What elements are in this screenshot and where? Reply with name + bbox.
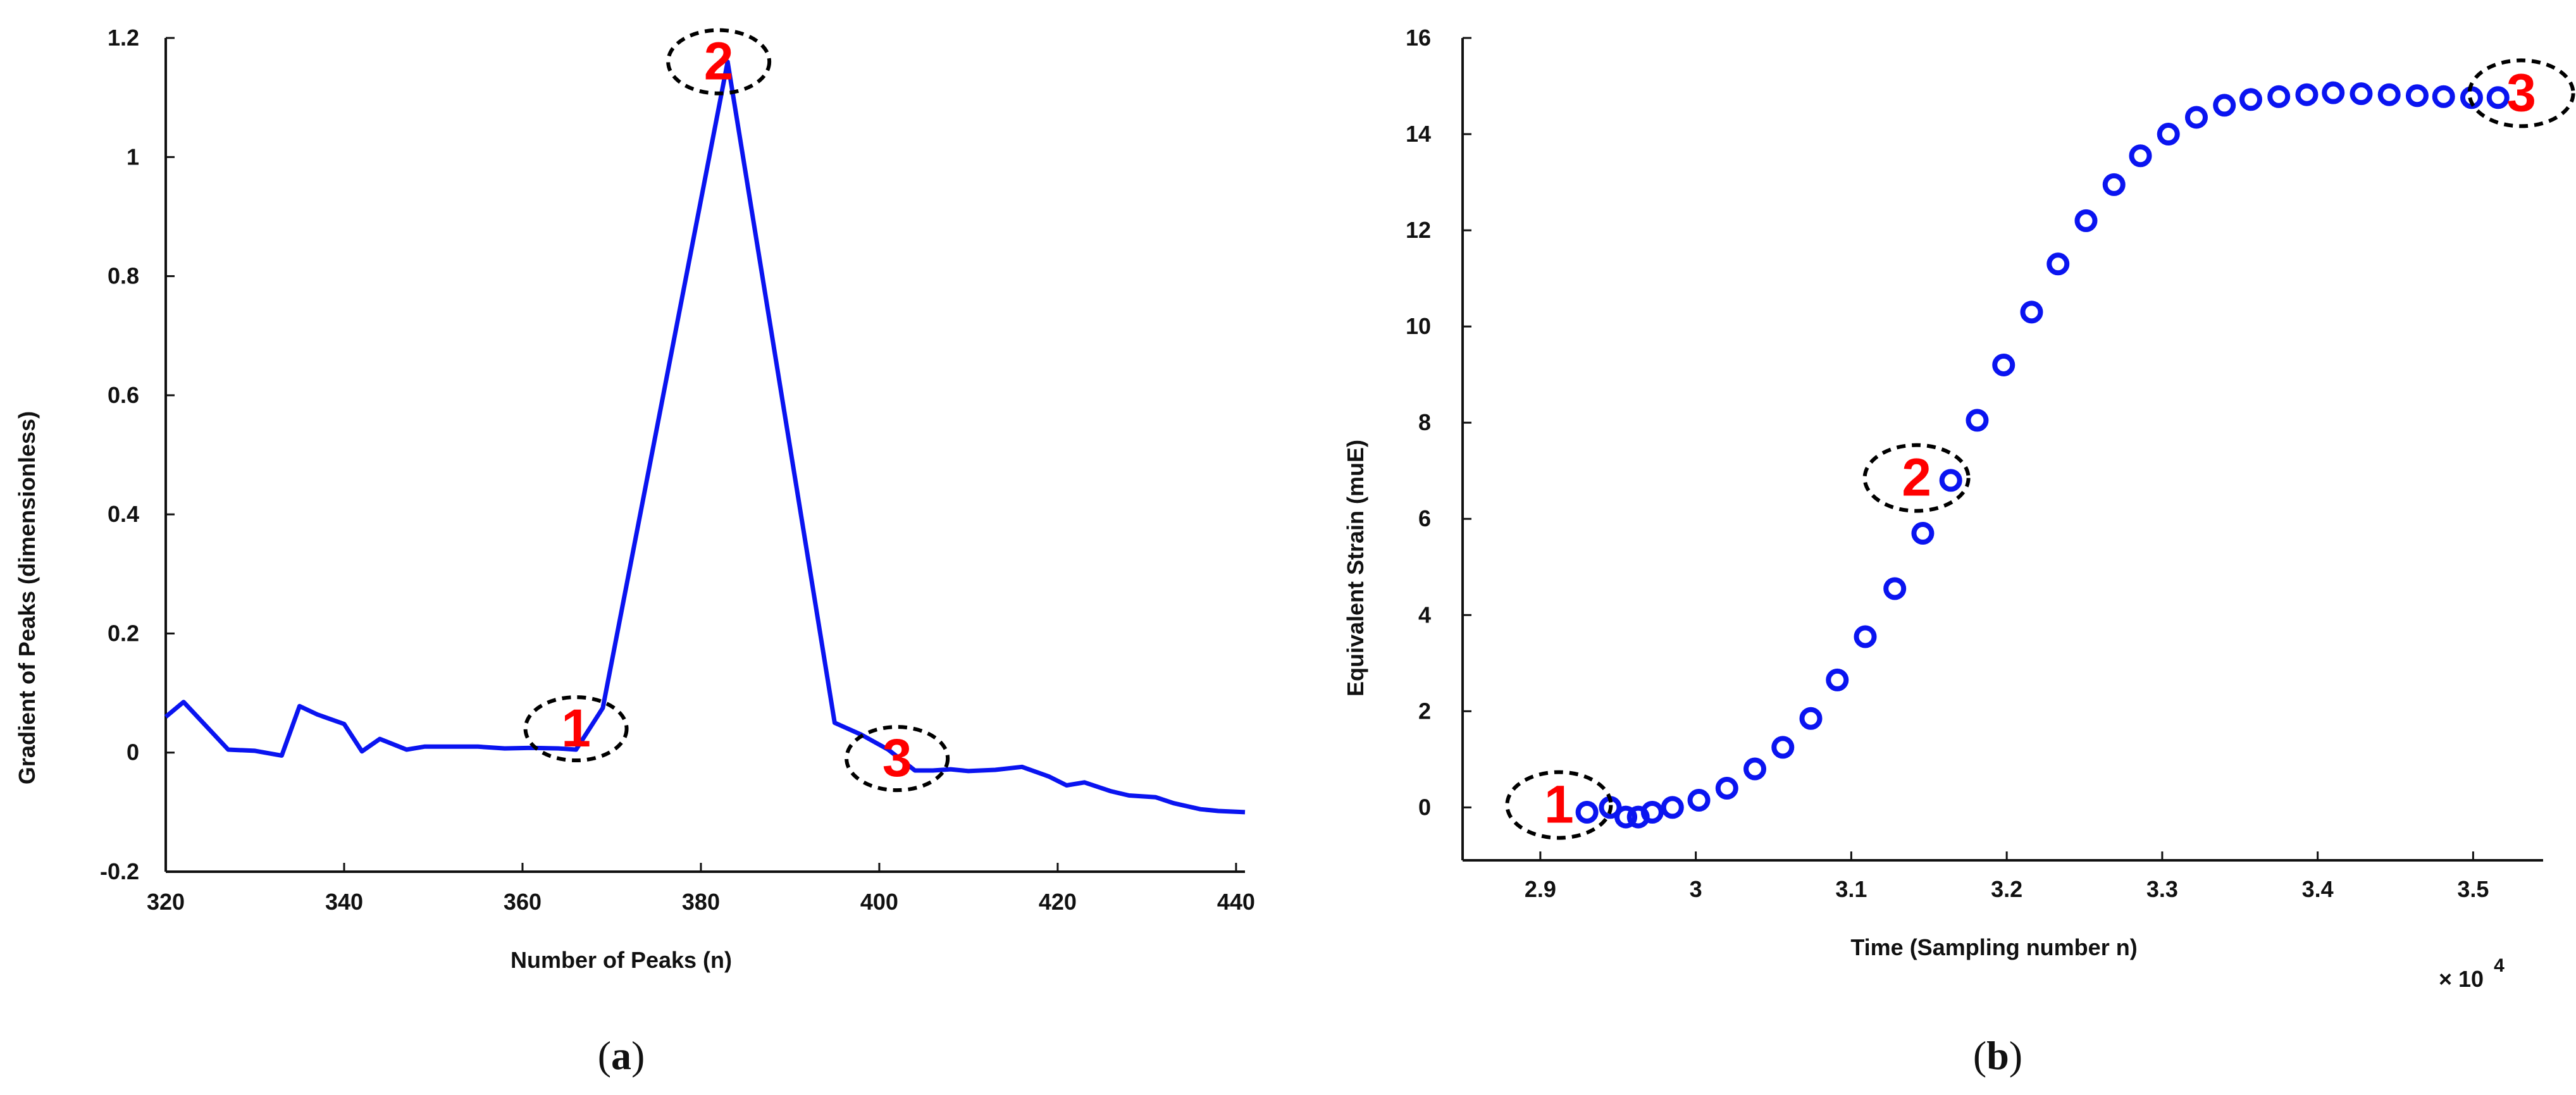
panel-b-scatter-point [2047,252,2070,276]
panel-b-scatter-point [2157,123,2180,146]
panel-b-y-tick-label: 16 [1406,25,1431,51]
panel-a-x-tick-label: 380 [682,889,720,915]
panel-a-y-tick-label: 1.2 [108,25,139,51]
panel-b-scatter-point [1640,800,1664,824]
panel-a-annotation-label: 2 [704,32,734,91]
panel-a-y-tick-label: 0.6 [108,382,139,408]
panel-b-scatter-point [2129,144,2152,168]
panel-a-y-tick-label: 1 [127,144,139,170]
panel-b-scatter-point [1854,625,1877,648]
panel-b-scatter-point [2295,83,2319,106]
panel-b-label: (b) [1973,1033,2022,1078]
panel-a-y-tick-label: 0 [127,739,139,765]
panel-b-scatter-point [2102,173,2126,196]
panel-a-axes: 320 340 360 380 400 420 440-0.200.20.40.60.811… [100,25,1255,915]
panel-b-scatter-point [1661,796,1684,819]
panel-b-y-tick-label: 14 [1406,121,1431,147]
panel-a-y-tick-label: 0.4 [108,501,139,527]
panel-a-x-tick-label: 440 [1217,889,1255,915]
panel-b-annotation-ring [2467,58,2575,128]
panel-b-scatter-point [1614,805,1638,829]
panel-b-series [1575,81,2510,829]
panel-b-scatter-point [2350,82,2373,106]
panel-a-annotation-label: 1 [561,698,591,758]
panel-b-x-tick-label: 3.5 [2457,876,2489,902]
panel-b-scatter-point [1715,776,1738,800]
panel-a-annotation-label: 3 [882,728,912,788]
panel-b-x-tick-label: 3.3 [2146,876,2178,902]
panel-b-scatter-point [2322,81,2345,104]
panel-a-annotation-ring [845,725,950,793]
panel-b-y-tick-label: 0 [1418,794,1431,820]
panel-b-exponent-label: × 104 [2439,955,2505,992]
panel-b-scatter-point [1883,577,1907,600]
panel-a-y-tick-label: 0.8 [108,263,139,289]
panel-b-annotation-ring [1862,443,1971,513]
panel-a-series-line [164,59,1246,815]
panel-b-y-tick-label: 8 [1418,409,1431,435]
panel-b-scatter-point [2020,300,2043,324]
panel-a-x-tick-label: 420 [1039,889,1077,915]
panel-a-annotation-ring [666,28,772,96]
panel-a-annotation-ring [523,695,629,763]
panel-b-annotation-label: 3 [2506,63,2536,122]
panel-b-scatter-point [1687,788,1711,812]
panel-b-scatter-point [1826,668,1849,691]
panel-b-scatter-point [2184,106,2208,129]
panel-a-x-tick-label: 320 [147,889,185,915]
panel-b-x-tick-label: 2.9 [1525,876,1556,902]
panel-a-x-tick-label: 400 [860,889,898,915]
panel-b-x-tick-label: 3 [1690,876,1702,902]
panel-a-y-tick-label: -0.2 [100,858,139,884]
panel-b-annotation-label: 2 [1902,448,1931,507]
panel-b-scatter-point [1939,469,1962,492]
panel-b-scatter-point [2267,85,2291,108]
panel-b-scatter-point [1966,409,1989,432]
panel-a-annotations: 1 2 3 [523,28,950,793]
panel-b-scatter-point [2405,84,2429,108]
panel-a-chart: 320 340 360 380 400 420 440-0.200.20.40.60.811… [14,25,1255,1078]
panel-a-xlabel: Number of Peaks (n) [511,947,732,973]
panel-b-x-tick-label: 3.2 [1991,876,2022,902]
panel-b-annotations: 1 2 3 [1505,58,2575,840]
panel-b-xlabel: Time (Sampling number n) [1850,934,2137,960]
panel-a-x-tick-label: 360 [504,889,542,915]
panel-b-annotation-label: 1 [1544,775,1574,834]
panel-b-scatter-point [2213,94,2236,117]
panel-b-scatter-point [1771,736,1795,759]
panel-a-series [164,59,1246,815]
panel-b-scatter-point [1799,707,1823,730]
panel-a-label: (a) [598,1033,645,1078]
panel-b-scatter-point [2239,88,2262,111]
panel-b-y-tick-label: 4 [1418,602,1431,628]
panel-a-y-tick-label: 0.2 [108,620,139,646]
panel-b-scatter-point [2074,209,2098,232]
panel-b-scatter-point [2432,85,2455,108]
panel-b-scatter-point [1992,353,2016,376]
panel-b-y-tick-label: 6 [1418,505,1431,531]
panel-b-y-tick-label: 12 [1406,217,1431,243]
panel-b-x-tick-label: 3.4 [2302,876,2334,902]
panel-b-scatter-point [1743,757,1767,781]
panel-a-x-tick-label: 340 [325,889,363,915]
panel-b-ylabel: Equivalent Strain (muE) [1342,440,1368,696]
panel-b-scatter-point [2486,86,2510,109]
panel-b-y-tick-label: 10 [1406,313,1431,339]
panel-b-scatter-point [1911,522,1935,545]
panel-b-scatter-point [2377,83,2401,106]
panel-b-x-tick-label: 3.1 [1835,876,1867,902]
panel-b-y-tick-label: 2 [1418,698,1431,724]
panel-a-ylabel: Gradient of Peaks (dimensionless) [14,411,40,784]
panel-b-annotation-ring [1505,770,1613,840]
panel-b-scatter-point [1575,800,1599,824]
